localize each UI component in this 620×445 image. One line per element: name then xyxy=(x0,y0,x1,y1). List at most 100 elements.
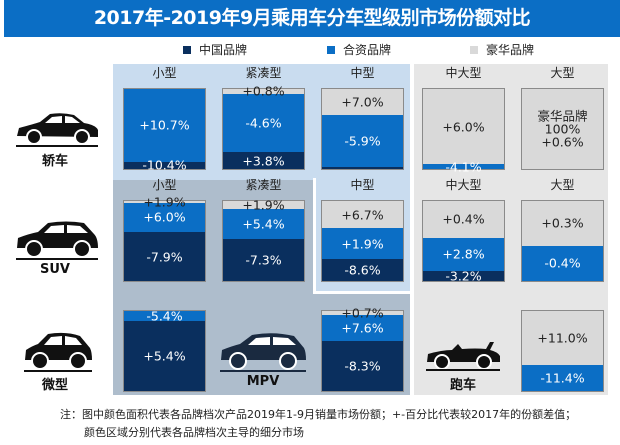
column-header: 中型 xyxy=(350,66,375,80)
segment-chinese: -3.2% xyxy=(423,268,504,284)
row-label-suv: SUV xyxy=(40,262,70,277)
footnote-line-2: 颜色区域分别代表各品牌档次主导的细分市场 xyxy=(84,426,304,439)
share-box: +11.0% -11.4% xyxy=(521,310,604,392)
legend-label: 豪华品牌 xyxy=(486,43,535,57)
column-header: 紧凑型 xyxy=(245,66,282,80)
legend-luxury: 豪华品牌 xyxy=(470,41,534,58)
segment-joint: -0.4% xyxy=(522,245,603,281)
share-box: +0.4% +2.8% -3.2% xyxy=(422,200,505,282)
segment-label: -5.9% xyxy=(344,133,381,149)
share-box: +0.7% +7.6% -8.3% xyxy=(321,307,404,392)
column-header: 中大型 xyxy=(445,66,482,80)
segment-label: +1.9% xyxy=(143,194,186,210)
segment-label: -8.6% xyxy=(344,262,381,278)
row-label-mpv: MPV xyxy=(246,374,280,389)
segment-label: -4.6% xyxy=(245,115,282,131)
segment-label: 豪华品牌 100% +0.6% xyxy=(537,108,588,150)
segment-joint: -4.1% xyxy=(423,160,504,173)
segment-joint: -5.9% xyxy=(322,114,403,168)
segment-label: -11.4% xyxy=(540,370,585,386)
column-header: 小型 xyxy=(152,66,177,80)
share-box: 豪华品牌 100% +0.6% xyxy=(521,88,604,170)
legend-swatch xyxy=(470,45,478,54)
segment-label: +7.0% xyxy=(341,94,384,110)
segment-chinese: -7.3% xyxy=(223,238,304,281)
segment-chinese xyxy=(322,167,403,169)
segment-label: +5.4% xyxy=(143,348,186,364)
segment-label: +6.7% xyxy=(341,207,384,223)
micro-car-icon xyxy=(24,332,92,372)
segment-label: -0.4% xyxy=(544,255,581,271)
segment-label: +1.9% xyxy=(341,236,384,252)
share-box: +7.0% -5.9% xyxy=(321,88,404,170)
segment-luxury: +0.4% xyxy=(423,201,504,238)
row-label-micro: 微型 xyxy=(41,378,68,393)
segment-label: +1.9% xyxy=(242,197,285,213)
chart-title: 2017年-2019年9月乘用车分车型级别市场份额对比 xyxy=(4,0,620,37)
segment-joint: -4.6% xyxy=(223,93,304,153)
segment-label: +3.8% xyxy=(242,153,285,169)
segment-joint: +10.7% xyxy=(124,89,205,162)
segment-label: +11.0% xyxy=(537,330,588,346)
segment-label: +5.4% xyxy=(242,216,285,232)
segment-label: +0.3% xyxy=(541,215,584,231)
segment-label: -8.3% xyxy=(344,358,381,374)
sedan-car-icon xyxy=(16,113,98,147)
segment-label: -7.9% xyxy=(146,249,183,265)
segment-luxury: +6.7% xyxy=(322,201,403,229)
column-header: 中大型 xyxy=(445,178,482,192)
segment-label: +10.7% xyxy=(139,117,190,133)
segment-label: +6.0% xyxy=(442,119,485,135)
legend-swatch xyxy=(327,45,335,54)
segment-joint: +1.9% xyxy=(322,228,403,260)
column-header: 紧凑型 xyxy=(245,178,282,192)
segment-label: +0.4% xyxy=(442,211,485,227)
segment-chinese: -8.6% xyxy=(322,259,403,281)
column-header: 小型 xyxy=(152,178,177,192)
legend-label: 中国品牌 xyxy=(199,43,248,57)
segment-label: +0.7% xyxy=(341,305,384,321)
legend-joint: 合资品牌 xyxy=(327,41,391,58)
segment-joint: +5.4% xyxy=(223,209,304,239)
legend-label: 合资品牌 xyxy=(343,43,392,57)
share-box: +6.0% -4.1% xyxy=(422,88,505,173)
segment-label: +7.6% xyxy=(341,320,384,336)
legend-swatch xyxy=(183,45,191,54)
segment-luxury: +1.9% xyxy=(124,195,205,208)
segment-luxury: +1.9% xyxy=(223,197,304,213)
segment-chinese: +5.4% xyxy=(124,320,205,391)
segment-luxury: +11.0% xyxy=(522,311,603,365)
segment-joint: +6.0% xyxy=(124,202,205,233)
share-box: -5.4% +5.4% xyxy=(123,308,206,392)
footnote-line-1: 注：图中颜色面积代表各品牌档次产品2019年1-9月销量市场份额；+-百分比代表… xyxy=(60,408,577,421)
share-box: +1.9% +5.4% -7.3% xyxy=(222,197,305,282)
share-box: +10.7% -10.4% xyxy=(123,88,206,172)
mpv-car-icon xyxy=(220,333,306,372)
column-header: 中型 xyxy=(350,178,375,192)
sports-car-icon xyxy=(426,342,500,371)
segment-label: -4.1% xyxy=(445,159,482,175)
share-box: +0.3% -0.4% xyxy=(521,200,604,282)
segment-luxury: +6.0% xyxy=(423,89,504,165)
segment-label: +0.8% xyxy=(242,83,285,99)
segment-chinese: -7.9% xyxy=(124,232,205,281)
segment-label: -3.2% xyxy=(445,268,482,284)
segment-chinese: +3.8% xyxy=(223,152,304,169)
segment-luxury: +0.7% xyxy=(322,307,403,320)
segment-joint: -11.4% xyxy=(522,364,603,391)
column-header: 大型 xyxy=(550,66,575,80)
segment-luxury: +0.3% xyxy=(522,201,603,246)
row-label-sports: 跑车 xyxy=(449,378,476,393)
share-box: +6.7% +1.9% -8.6% xyxy=(321,200,404,282)
segment-label: +2.8% xyxy=(442,246,485,262)
share-box: +1.9% +6.0% -7.9% xyxy=(123,195,206,282)
segment-joint: +7.6% xyxy=(322,315,403,341)
segment-luxury: +7.0% xyxy=(322,89,403,115)
row-label-sedan: 轿车 xyxy=(41,154,68,169)
segment-label: +6.0% xyxy=(143,209,186,225)
segment-chinese: -10.4% xyxy=(124,159,205,172)
segment-luxury: +0.8% xyxy=(223,85,304,98)
suv-car-icon xyxy=(16,221,98,260)
segment-label: -5.4% xyxy=(146,308,183,324)
